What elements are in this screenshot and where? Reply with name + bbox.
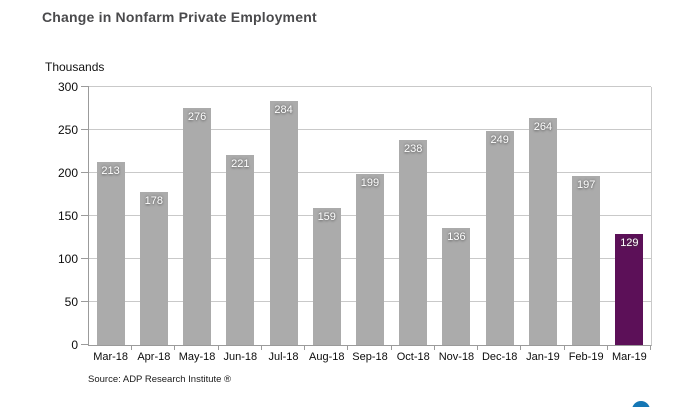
y-tick-label: 50	[64, 295, 78, 309]
bar-slot: 197	[565, 87, 608, 345]
y-axis-tick	[81, 257, 89, 259]
bar[interactable]: 249	[485, 130, 514, 345]
bar[interactable]: 284	[269, 100, 298, 345]
y-tick-label: 0	[71, 338, 78, 352]
bar-value-label: 221	[231, 157, 250, 170]
gridline	[89, 128, 651, 130]
bar-slot: 284	[262, 87, 305, 345]
bar-slot: 178	[132, 87, 175, 345]
x-axis-tick	[131, 346, 133, 350]
x-axis-tick	[433, 346, 435, 350]
bar-value-label: 197	[576, 178, 596, 191]
x-axis-tick	[606, 346, 608, 350]
y-axis-tick	[81, 128, 89, 130]
bar-slot: 199	[348, 87, 391, 345]
y-axis-unit-label: Thousands	[45, 60, 105, 74]
bar-slot: 136	[435, 87, 478, 345]
bar[interactable]: 276	[183, 107, 212, 345]
bar-slot: 213	[89, 87, 132, 345]
bar-highlighted[interactable]: 129	[615, 234, 644, 345]
x-tick-label: Sep-18	[352, 351, 388, 363]
y-tick-label: 150	[57, 209, 78, 223]
bar-value-label: 178	[144, 194, 163, 207]
x-axis-tick	[260, 346, 262, 350]
y-tick-label: 200	[57, 166, 78, 180]
chat-widget-icon[interactable]	[632, 401, 650, 407]
x-tick-label: Dec-18	[481, 351, 518, 363]
x-tick-label: May-18	[178, 351, 216, 363]
bar-value-label: 159	[317, 211, 336, 224]
x-tick-label: Aug-18	[309, 351, 345, 363]
source-text: Source: ADP Research Institute ®	[88, 374, 232, 385]
x-tick-label: Mar-18	[93, 351, 129, 363]
bar[interactable]: 221	[226, 154, 255, 345]
bar-value-label: 199	[360, 176, 380, 189]
y-axis-tick	[81, 86, 89, 87]
bar-value-label: 213	[101, 164, 120, 177]
bar-value-label: 129	[620, 237, 639, 250]
bar[interactable]: 238	[399, 140, 428, 345]
x-tick-label: Mar-19	[611, 351, 647, 363]
gridline	[89, 86, 651, 87]
bar-value-label: 276	[187, 110, 207, 123]
bar-value-label: 284	[274, 103, 293, 116]
y-axis-tick	[81, 171, 89, 173]
bar[interactable]: 213	[96, 161, 125, 345]
bar[interactable]: 178	[139, 191, 168, 345]
y-axis-tick	[81, 344, 89, 345]
bar[interactable]: 136	[442, 228, 471, 345]
bar-slot: 221	[219, 87, 262, 345]
x-tick-label: Jul-18	[268, 351, 299, 363]
x-axis-tick	[563, 346, 565, 350]
x-tick-label: Jun-18	[223, 351, 258, 363]
bar-value-label: 136	[447, 231, 466, 244]
bar-slot: 249	[478, 87, 521, 345]
x-tick-label: Jan-19	[526, 351, 560, 363]
x-axis-tick	[347, 346, 349, 350]
x-axis-tick	[520, 346, 522, 350]
y-axis-tick	[81, 215, 89, 216]
x-tick-label: Nov-18	[438, 351, 475, 363]
chart-title: Change in Nonfarm Private Employment	[42, 9, 317, 25]
bar[interactable]: 159	[312, 208, 341, 345]
bar-slot: 129	[608, 87, 651, 345]
bar-value-label: 249	[490, 133, 509, 146]
gridline	[89, 171, 651, 173]
x-axis-tick	[650, 346, 651, 350]
y-tick-label: 300	[57, 80, 78, 94]
bar-value-label: 238	[404, 143, 423, 156]
x-tick-label: Feb-19	[568, 351, 604, 363]
bar-value-label: 264	[533, 120, 553, 133]
y-tick-label: 100	[57, 252, 78, 266]
bar[interactable]: 199	[355, 173, 384, 345]
bar-slot: 238	[392, 87, 435, 345]
bar[interactable]: 264	[528, 117, 557, 345]
y-tick-label: 250	[57, 123, 78, 137]
x-axis-tick	[304, 346, 306, 350]
bar-slot: 276	[175, 87, 218, 345]
bar-slot: 264	[521, 87, 564, 345]
plot-area: 0 50 100 150 200 250 300 Mar-18 213 Apr-18 178 May-…	[58, 80, 652, 363]
x-tick-label: Apr-18	[137, 351, 171, 363]
x-tick-label: Oct-18	[396, 351, 430, 363]
x-axis-tick	[390, 346, 392, 350]
x-axis-tick	[174, 346, 176, 350]
bar[interactable]: 197	[572, 175, 601, 345]
bar-slot: 159	[305, 87, 348, 345]
y-axis-tick	[81, 301, 89, 302]
x-axis-tick	[217, 346, 219, 350]
x-axis-tick	[477, 346, 479, 350]
